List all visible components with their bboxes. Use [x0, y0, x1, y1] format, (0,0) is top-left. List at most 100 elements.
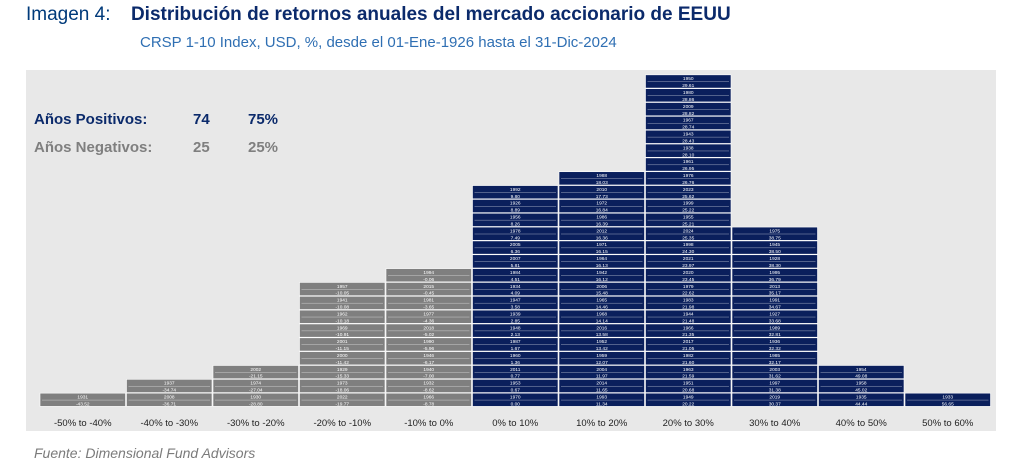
bar-cell — [558, 254, 645, 269]
bar-year-label: 1968 — [596, 311, 607, 317]
bar-return-label: 21.60 — [682, 360, 694, 366]
category-tick-label: 10% to 20% — [576, 418, 628, 429]
bar-year-label: 1969 — [337, 325, 348, 331]
bar-year-label: 1976 — [683, 173, 694, 179]
chart-subtitle: CRSP 1-10 Index, USD, %, desde el 01-Ene… — [140, 34, 617, 51]
bar-cell — [645, 337, 732, 352]
bar-cell — [472, 309, 559, 324]
bar-year-label: 1940 — [423, 367, 434, 373]
bar-return-label: 49.08 — [855, 374, 867, 380]
bar-year-label: 1986 — [596, 215, 607, 221]
bar-cell — [731, 254, 818, 269]
bar-year-label: 2005 — [510, 242, 521, 248]
bar-cell — [645, 88, 732, 103]
bar-return-label: 0.00 — [511, 401, 521, 407]
bar-year-label: 2008 — [164, 394, 175, 400]
category-tick-label: -40% to -30% — [140, 418, 198, 429]
bar-year-label: 1953 — [510, 381, 521, 387]
bar-cell — [299, 365, 386, 380]
bar-return-label: -5.96 — [423, 346, 434, 352]
figure-label: Imagen 4: — [26, 4, 111, 25]
bar-year-label: 1934 — [510, 284, 521, 290]
bar-return-label: 21.35 — [682, 332, 694, 338]
bar-cell — [385, 295, 472, 310]
summary-box: Años Positivos: 74 75% Años Negativos: 2… — [34, 111, 278, 156]
bar-year-label: 2002 — [250, 367, 261, 373]
bar-cell — [472, 365, 559, 380]
bar-year-label: 1945 — [769, 242, 780, 248]
bar-cell — [731, 365, 818, 380]
bar-cell — [472, 212, 559, 227]
bar-cell — [299, 337, 386, 352]
bar-year-label: 1997 — [769, 381, 780, 387]
bar-year-label: 1963 — [683, 367, 694, 373]
bar-return-label: -36.71 — [162, 401, 176, 407]
bar-return-label: -19.77 — [335, 401, 349, 407]
bar-year-label: 1977 — [423, 311, 434, 317]
bar-year-label: 1937 — [164, 381, 175, 387]
bar-cell — [818, 392, 905, 407]
bar-year-label: 1941 — [337, 298, 348, 304]
bar-year-label: 1929 — [337, 367, 348, 373]
bar-return-label: 16.39 — [596, 221, 608, 227]
bar-year-label: 2021 — [683, 256, 694, 262]
positive-years-pct: 75% — [248, 111, 278, 128]
bar-return-label: 0.77 — [511, 374, 521, 380]
bar-return-label: -11.15 — [336, 346, 350, 352]
bar-cell — [818, 365, 905, 380]
bar-year-label: 1935 — [856, 394, 867, 400]
bar-cell — [558, 351, 645, 366]
bar-cell — [904, 392, 991, 407]
bar-return-label: -27.04 — [249, 388, 263, 394]
bar-cell — [731, 295, 818, 310]
bar-cell — [645, 185, 732, 200]
bar-year-label: 1942 — [596, 270, 607, 276]
bar-year-label: 1966 — [683, 325, 694, 331]
bar-return-label: 44.44 — [855, 401, 867, 407]
bar-cell — [472, 185, 559, 200]
bar-cell — [731, 337, 818, 352]
bar-return-label: 16.15 — [596, 249, 608, 255]
bar-return-label: 25.62 — [682, 194, 694, 200]
bar-year-label: 1995 — [769, 270, 780, 276]
category-tick-label: -30% to -20% — [227, 418, 285, 429]
bar-return-label: 13.58 — [596, 332, 608, 338]
bar-return-label: -8.78 — [423, 401, 434, 407]
bar-cell — [645, 212, 732, 227]
bar-return-label: 31.62 — [769, 374, 781, 380]
bar-return-label: 13.42 — [596, 346, 608, 352]
bar-box: 1930-28.80 — [212, 392, 299, 407]
bar-return-label: -28.80 — [249, 401, 263, 407]
bar-return-label: -18.06 — [335, 388, 349, 394]
bar-return-label: 29.61 — [682, 83, 694, 89]
bar-cell — [645, 392, 732, 407]
bar-year-label: 1946 — [423, 353, 434, 359]
bar-cell — [731, 351, 818, 366]
bar-box: 1977-4.36 — [385, 309, 472, 324]
bar-return-label: -10.18 — [335, 318, 349, 324]
bar-return-label: 25.21 — [682, 221, 694, 227]
bar-return-label: 11.97 — [596, 374, 608, 380]
bar-year-label: 1993 — [596, 394, 607, 400]
bar-box: 1981-3.65 — [385, 295, 472, 311]
